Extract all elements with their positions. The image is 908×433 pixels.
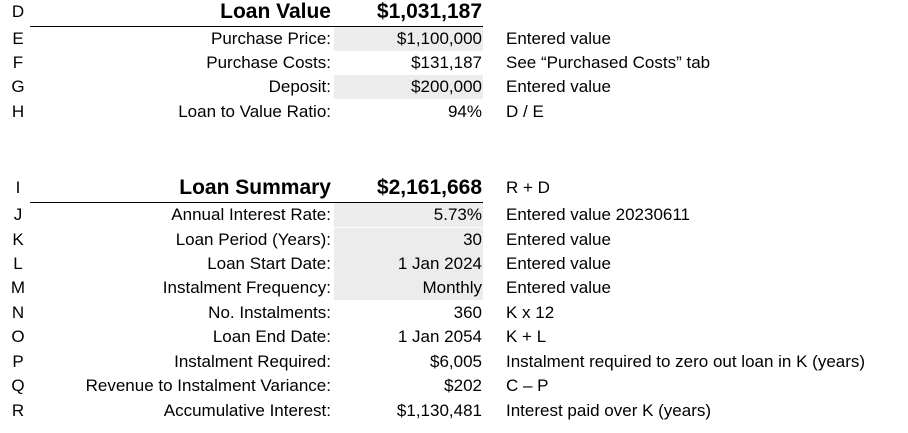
loan-summary-heading-row: I Loan Summary $2,161,668 R + D (0, 176, 908, 200)
interest-rate-input[interactable]: 5.73% (334, 203, 483, 227)
loan-value-total: $1,031,187 (376, 0, 482, 23)
ltv-note: D / E (506, 102, 544, 121)
row-letter: N (11, 303, 25, 322)
purchase-costs-label: Purchase Costs: (206, 53, 331, 72)
row-letter: L (13, 254, 23, 273)
row-letter: R (11, 401, 25, 420)
purchase-price-input[interactable]: $1,100,000 (334, 27, 483, 51)
interest-rate-label: Annual Interest Rate: (171, 205, 331, 224)
row-letter: M (10, 278, 26, 297)
purchase-price-note: Entered value (506, 29, 611, 48)
accumulative-interest-value: $1,130,481 (396, 401, 482, 420)
interest-rate-note: Entered value 20230611 (506, 205, 691, 224)
frequency-note: Entered value (506, 278, 611, 297)
purchase-costs-note: See “Purchased Costs” tab (506, 53, 711, 72)
end-date-note: K + L (506, 327, 547, 346)
frequency-row: M Instalment Frequency: Monthly Entered … (0, 276, 908, 300)
row-letter: D (11, 2, 25, 21)
row-letter: K (12, 230, 24, 249)
purchase-costs-row: F Purchase Costs: $131,187 See “Purchase… (0, 51, 908, 75)
loan-period-note: Entered value (506, 230, 611, 249)
variance-row: Q Revenue to Instalment Variance: $202 C… (0, 374, 908, 398)
loan-value-title: Loan Value (220, 0, 331, 23)
row-letter: E (12, 29, 24, 48)
loan-summary-note: R + D (506, 178, 550, 197)
interest-rate-row: J Annual Interest Rate: 5.73% Entered va… (0, 203, 908, 227)
loan-summary-divider (30, 202, 483, 203)
variance-note: C – P (506, 376, 549, 395)
start-date-row: L Loan Start Date: 1 Jan 2024 Entered va… (0, 252, 908, 276)
purchase-price-row: E Purchase Price: $1,100,000 Entered val… (0, 27, 908, 51)
end-date-row: O Loan End Date: 1 Jan 2054 K + L (0, 325, 908, 349)
row-letter: P (12, 352, 24, 371)
loan-period-input[interactable]: 30 (334, 228, 483, 252)
instalments-label: No. Instalments: (208, 303, 331, 322)
instalment-required-row: P Instalment Required: $6,005 Instalment… (0, 350, 908, 374)
ltv-row: H Loan to Value Ratio: 94% D / E (0, 100, 908, 124)
loan-period-row: K Loan Period (Years): 30 Entered value (0, 228, 908, 252)
purchase-costs-value: $131,187 (411, 53, 482, 72)
start-date-note: Entered value (506, 254, 611, 273)
instalments-note: K x 12 (506, 303, 555, 322)
instalment-required-value: $6,005 (430, 352, 482, 371)
row-letter: Q (11, 376, 25, 395)
row-letter: H (11, 102, 25, 121)
ltv-value: 94% (447, 102, 482, 121)
instalment-required-note: Instalment required to zero out loan in … (506, 352, 866, 371)
row-letter: G (11, 77, 25, 96)
instalments-row: N No. Instalments: 360 K x 12 (0, 301, 908, 325)
accumulative-interest-note: Interest paid over K (years) (506, 401, 712, 420)
end-date-value: 1 Jan 2054 (397, 327, 482, 346)
loan-value-divider (30, 26, 483, 27)
frequency-input[interactable]: Monthly (334, 276, 483, 300)
purchase-price-label: Purchase Price: (211, 29, 331, 48)
deposit-row: G Deposit: $200,000 Entered value (0, 75, 908, 99)
variance-label: Revenue to Instalment Variance: (85, 376, 331, 395)
deposit-label: Deposit: (268, 77, 331, 96)
loan-summary-title: Loan Summary (179, 176, 331, 199)
start-date-input[interactable]: 1 Jan 2024 (334, 252, 483, 276)
instalments-value: 360 (453, 303, 482, 322)
variance-value: $202 (444, 376, 482, 395)
loan-value-heading-row: D Loan Value $1,031,187 (0, 0, 908, 24)
row-letter: I (15, 178, 21, 197)
row-letter: F (12, 53, 24, 72)
ltv-label: Loan to Value Ratio: (178, 102, 331, 121)
loan-period-label: Loan Period (Years): (175, 230, 331, 249)
row-letter: O (11, 327, 25, 346)
end-date-label: Loan End Date: (212, 327, 331, 346)
deposit-note: Entered value (506, 77, 611, 96)
instalment-required-label: Instalment Required: (174, 352, 331, 371)
start-date-label: Loan Start Date: (207, 254, 331, 273)
frequency-label: Instalment Frequency: (162, 278, 331, 297)
accumulative-interest-row: R Accumulative Interest: $1,130,481 Inte… (0, 399, 908, 423)
loan-summary-total: $2,161,668 (376, 176, 482, 199)
row-letter: J (13, 205, 23, 224)
accumulative-interest-label: Accumulative Interest: (163, 401, 331, 420)
deposit-input[interactable]: $200,000 (334, 75, 483, 99)
